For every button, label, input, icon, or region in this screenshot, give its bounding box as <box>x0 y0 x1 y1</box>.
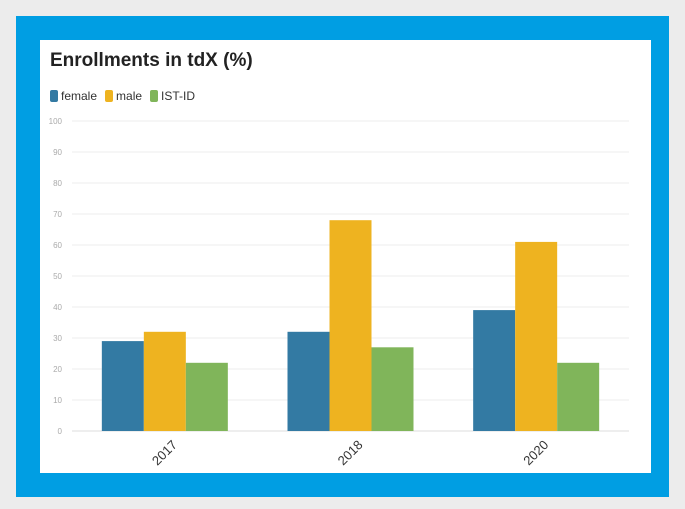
legend-label-male: male <box>116 89 143 103</box>
bar-ist-id-2020 <box>557 362 600 431</box>
x-tick-label-2018: 2018 <box>335 437 366 468</box>
legend-swatch-female <box>50 90 58 102</box>
chart-legend: female male IST-ID <box>50 88 195 104</box>
y-tick-label-90: 90 <box>53 148 62 157</box>
chart-title: Enrollments in tdX (%) <box>50 50 253 71</box>
legend-swatch-male <box>105 90 114 102</box>
x-tick-label-2017: 2017 <box>149 437 180 468</box>
legend-item-female[interactable]: female <box>50 89 97 103</box>
y-tick-label-0: 0 <box>58 427 63 436</box>
y-tick-label-80: 80 <box>53 179 62 188</box>
y-tick-label-100: 100 <box>49 117 63 126</box>
legend-label-female: female <box>61 89 98 103</box>
y-tick-label-20: 20 <box>53 365 62 374</box>
legend-swatch-ist-id <box>150 90 159 102</box>
legend-label-ist-id: IST-ID <box>161 89 196 103</box>
bar-male-2018 <box>329 220 372 431</box>
y-tick-label-30: 30 <box>53 334 62 343</box>
bar-male-2017 <box>143 331 186 431</box>
y-tick-label-60: 60 <box>53 241 62 250</box>
bar-chart: 0 10 20 30 40 50 60 70 80 90 100 2017 2018 2020 <box>49 117 629 468</box>
bar-ist-id-2017 <box>185 362 228 431</box>
legend-item-male[interactable]: male <box>105 89 142 103</box>
bar-ist-id-2018 <box>371 347 414 431</box>
bar-male-2020 <box>515 241 558 431</box>
y-tick-label-70: 70 <box>53 210 62 219</box>
y-tick-label-40: 40 <box>53 303 62 312</box>
bar-female-2020 <box>473 310 516 431</box>
bar-female-2018 <box>287 331 330 431</box>
y-tick-label-10: 10 <box>53 396 62 405</box>
chart-card: Enrollments in tdX (%) female male IST-I… <box>40 40 651 473</box>
bar-female-2017 <box>101 341 144 431</box>
y-tick-label-50: 50 <box>53 272 62 281</box>
x-tick-label-2020: 2020 <box>520 437 551 468</box>
legend-item-ist-id[interactable]: IST-ID <box>150 89 195 103</box>
